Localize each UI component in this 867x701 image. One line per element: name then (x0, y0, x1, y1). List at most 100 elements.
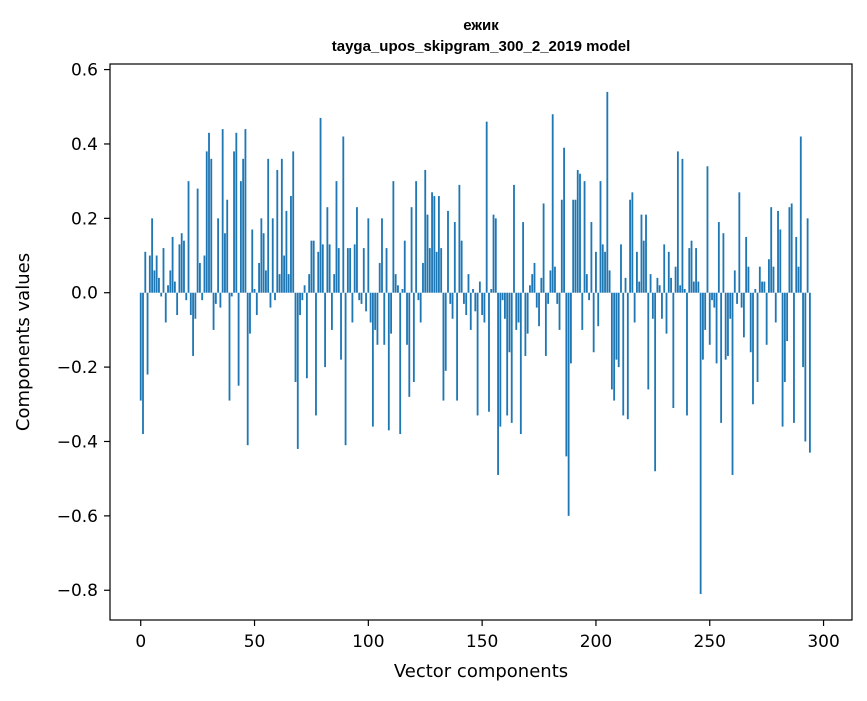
bar-247 (702, 292, 704, 360)
bar-30 (208, 132, 210, 293)
bar-26 (198, 262, 201, 293)
bar-36 (221, 129, 224, 293)
bar-series (139, 91, 811, 594)
bar-8 (158, 277, 160, 293)
bar-146 (472, 289, 474, 293)
bar-174 (535, 292, 538, 308)
bar-25 (196, 188, 199, 293)
bar-70 (299, 292, 301, 316)
bar-161 (506, 292, 509, 416)
bar-265 (742, 292, 745, 338)
bar-100 (367, 218, 370, 293)
bar-101 (369, 292, 372, 323)
bar-43 (237, 292, 240, 386)
bar-84 (331, 292, 333, 330)
y-tick-label-4: 0.0 (71, 284, 98, 304)
bar-136 (449, 292, 452, 304)
bar-63 (283, 255, 286, 293)
bar-268 (749, 292, 752, 353)
bar-127 (428, 248, 431, 293)
bar-282 (781, 292, 784, 427)
bar-241 (688, 248, 691, 293)
bar-15 (173, 281, 176, 293)
y-tick-label-2: −0.4 (57, 432, 98, 452)
bar-164 (513, 184, 515, 293)
bar-52 (258, 262, 260, 293)
bar-229 (661, 292, 663, 319)
bar-181 (551, 114, 554, 293)
bar-196 (585, 274, 588, 293)
bar-293 (806, 218, 809, 293)
bar-115 (401, 289, 404, 293)
bar-6 (153, 270, 156, 293)
bar-67 (292, 151, 295, 293)
bar-197 (588, 292, 591, 301)
bar-166 (517, 292, 520, 323)
bar-34 (217, 218, 220, 293)
chart-title: ежик (463, 17, 499, 34)
bar-230 (663, 244, 666, 293)
bar-13 (169, 270, 172, 293)
bar-35 (219, 292, 222, 308)
bar-294 (808, 292, 811, 453)
bar-121 (415, 181, 418, 293)
bar-260 (731, 292, 734, 475)
bar-83 (328, 244, 331, 293)
bar-279 (774, 292, 777, 323)
y-tick-label-3: −0.2 (57, 358, 98, 378)
bar-292 (804, 292, 807, 442)
bar-259 (729, 292, 732, 319)
bar-0 (139, 292, 142, 401)
bar-206 (608, 270, 611, 293)
bar-129 (433, 196, 436, 293)
bar-232 (667, 251, 670, 293)
bar-289 (797, 266, 800, 293)
bar-65 (287, 274, 290, 293)
bar-208 (613, 292, 616, 401)
bar-262 (736, 292, 738, 304)
bar-237 (679, 285, 682, 293)
bar-77 (315, 292, 317, 416)
bar-177 (542, 203, 545, 293)
bar-266 (745, 236, 748, 293)
bar-142 (463, 292, 465, 304)
bar-167 (519, 292, 522, 435)
bar-123 (419, 292, 422, 323)
bar-45 (242, 158, 245, 293)
bar-14 (171, 236, 174, 293)
bar-111 (392, 181, 395, 293)
bar-251 (711, 292, 713, 301)
bar-291 (802, 292, 804, 368)
x-axis-label: Vector components (394, 661, 568, 682)
bar-11 (164, 292, 167, 323)
bar-46 (244, 129, 247, 293)
x-tick-label-200: 200 (580, 632, 612, 652)
bar-117 (406, 292, 408, 345)
bar-53 (260, 218, 263, 293)
y-tick-label-5: 0.2 (71, 209, 98, 229)
bar-71 (301, 292, 304, 301)
bar-221 (642, 240, 645, 293)
bar-236 (676, 151, 679, 293)
bar-91 (346, 248, 349, 293)
bar-258 (727, 292, 729, 356)
bar-168 (522, 222, 525, 293)
bar-172 (531, 274, 534, 293)
bar-254 (717, 222, 720, 293)
bar-267 (747, 266, 750, 293)
bar-47 (246, 292, 249, 446)
bar-72 (303, 285, 306, 293)
bar-122 (417, 292, 420, 301)
bar-238 (681, 158, 684, 293)
bar-92 (349, 248, 352, 293)
bar-96 (358, 292, 361, 301)
bar-24 (194, 292, 197, 319)
bar-219 (638, 281, 641, 293)
bar-5 (151, 218, 154, 293)
bar-180 (549, 270, 552, 293)
bar-50 (253, 289, 256, 293)
bar-60 (276, 169, 279, 293)
bar-86 (335, 181, 338, 293)
bar-222 (645, 214, 647, 293)
